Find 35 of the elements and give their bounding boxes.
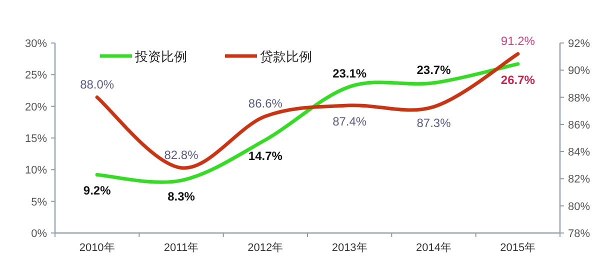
- data-label: 26.7%: [500, 72, 536, 87]
- x-tick-label: 2014年: [416, 242, 452, 254]
- y2-tick-label: 88%: [568, 92, 590, 104]
- data-label: 91.2%: [500, 34, 536, 48]
- data-label: 86.6%: [248, 96, 283, 110]
- data-label: 8.3%: [168, 189, 196, 204]
- y-tick-label: 5%: [31, 196, 48, 208]
- y2-tick-label: 92%: [568, 38, 590, 50]
- y-tick-label: 30%: [24, 38, 48, 50]
- data-label: 9.2%: [83, 184, 112, 198]
- legend-label: 贷款比例: [260, 49, 312, 64]
- x-tick-label: 2012年: [248, 242, 284, 254]
- x-tick-label: 2011年: [164, 242, 199, 254]
- y2-tick-label: 86%: [568, 119, 590, 132]
- x-tick-label: 2010年: [79, 242, 115, 254]
- y2-tick-label: 90%: [568, 65, 590, 78]
- y2-tick-label: 80%: [568, 200, 590, 213]
- y-tick-label: 25%: [24, 70, 48, 82]
- data-label: 23.1%: [332, 66, 367, 81]
- x-tick-label: 2015年: [500, 242, 536, 254]
- legend-label: 投资比例: [134, 49, 187, 64]
- y2-tick-label: 82%: [568, 174, 590, 186]
- data-label: 82.8%: [164, 148, 199, 162]
- y-tick-label: 0%: [31, 228, 48, 240]
- y-tick-label: 20%: [24, 101, 48, 114]
- y-tick-label: 15%: [24, 133, 48, 145]
- data-label: 23.7%: [416, 62, 452, 77]
- data-label: 87.3%: [416, 116, 452, 130]
- x-tick-label: 2013年: [332, 242, 368, 254]
- data-label: 88.0%: [80, 77, 114, 92]
- y2-tick-label: 84%: [568, 146, 590, 159]
- data-label: 14.7%: [248, 148, 283, 163]
- data-label: 87.4%: [332, 114, 367, 128]
- y-tick-label: 10%: [24, 164, 48, 177]
- y2-tick-label: 78%: [568, 228, 590, 240]
